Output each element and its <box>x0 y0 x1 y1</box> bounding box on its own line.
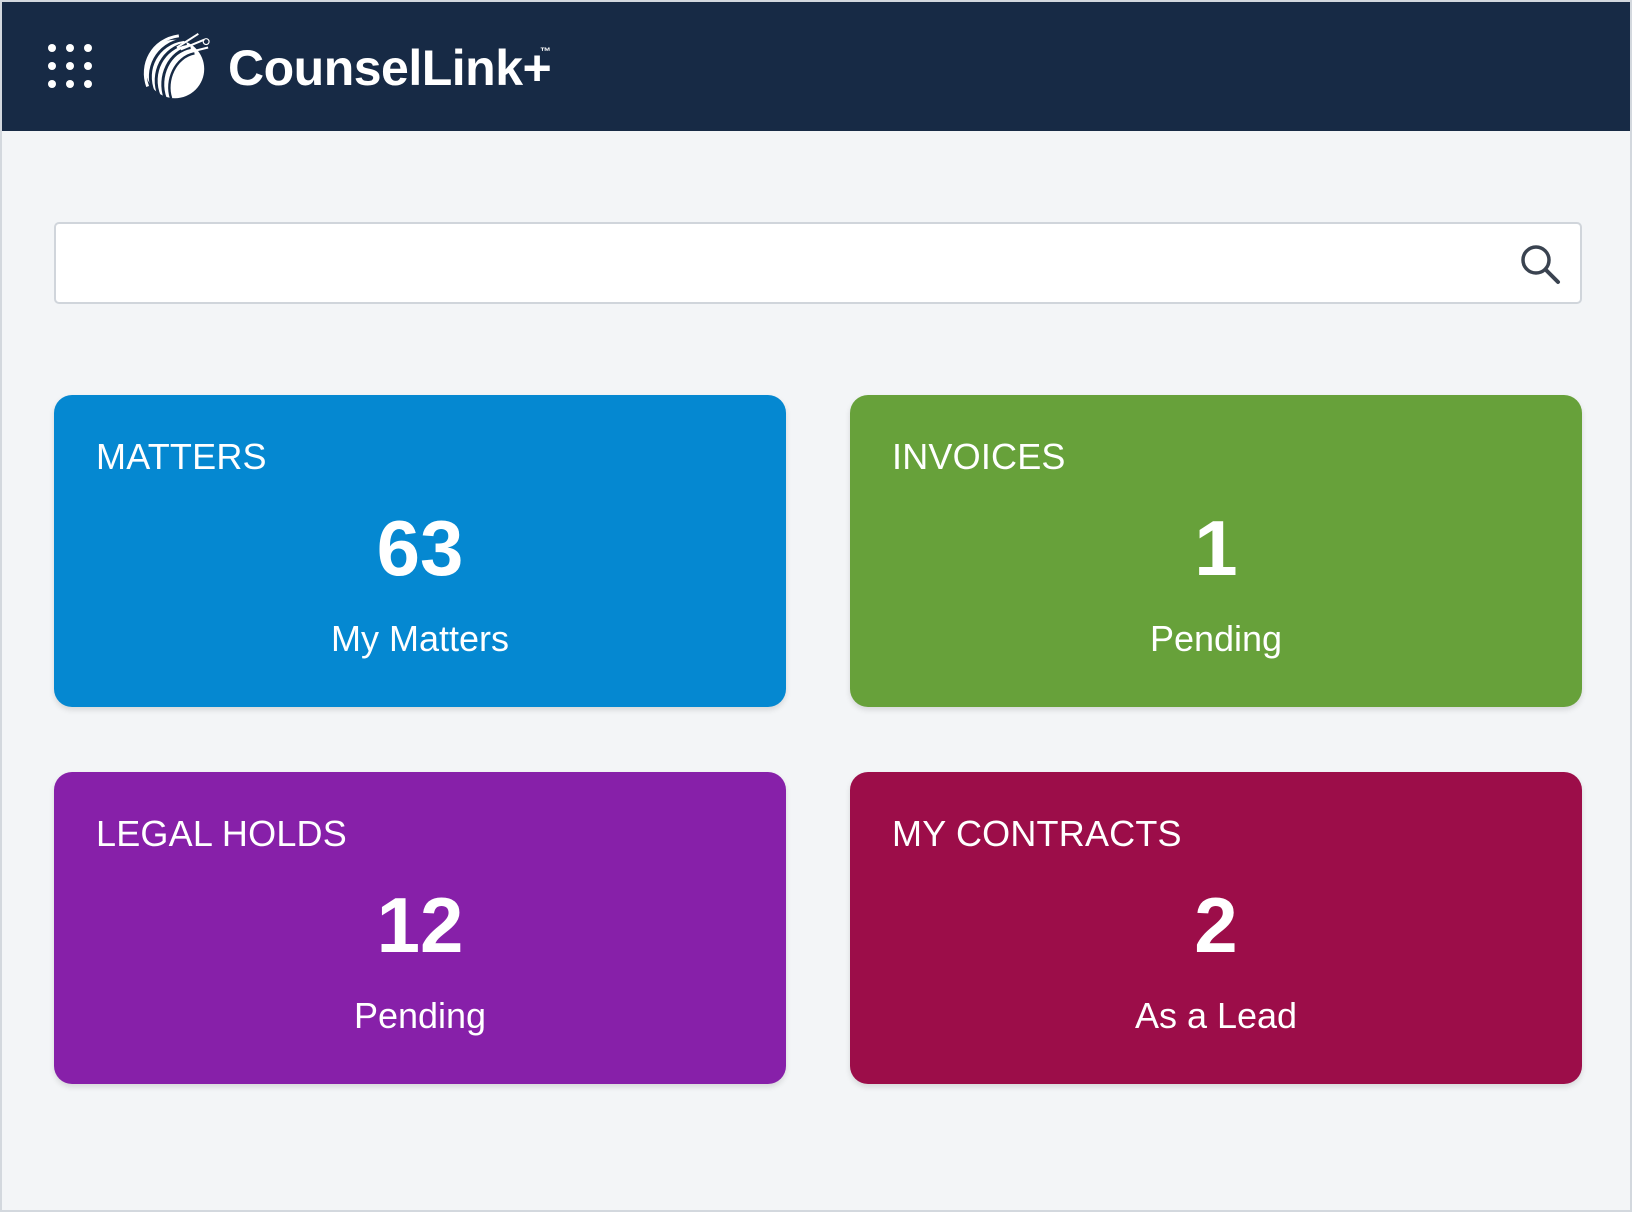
card-title: INVOICES <box>892 436 1066 477</box>
card-subtitle: My Matters <box>330 618 509 659</box>
card-title: MATTERS <box>96 436 267 477</box>
grid-dot <box>66 44 74 52</box>
card-count: 1 <box>1194 504 1238 592</box>
grid-dot <box>84 80 92 88</box>
card-count: 2 <box>1194 881 1238 969</box>
card-subtitle: Pending <box>353 995 487 1036</box>
grid-dot <box>48 62 56 70</box>
search-bar <box>54 222 1582 304</box>
card-title: LEGAL HOLDS <box>96 813 347 854</box>
top-header-bar: CounselLink+ ™ <box>2 2 1630 131</box>
legal-holds-card[interactable]: LEGAL HOLDS 12 Pending <box>54 772 786 1084</box>
grid-dot <box>84 44 92 52</box>
card-title: MY CONTRACTS <box>892 813 1182 854</box>
card-subtitle: Pending <box>1149 618 1283 659</box>
my-contracts-card[interactable]: MY CONTRACTS 2 As a Lead <box>850 772 1582 1084</box>
grid-dot <box>48 44 56 52</box>
card-subtitle: As a Lead <box>1134 995 1298 1036</box>
invoices-card[interactable]: INVOICES 1 Pending <box>850 395 1582 707</box>
grid-dot <box>66 62 74 70</box>
app-grid-icon[interactable] <box>46 42 94 90</box>
grid-dot <box>48 80 56 88</box>
counsellink-logo-icon[interactable] <box>134 28 212 106</box>
trademark-mark: ™ <box>540 46 551 58</box>
search-icon[interactable] <box>1516 240 1564 288</box>
grid-dot <box>84 62 92 70</box>
card-count: 63 <box>376 504 464 592</box>
app-name: CounselLink+ <box>228 40 552 96</box>
card-count: 12 <box>376 881 464 969</box>
matters-card[interactable]: MATTERS 63 My Matters <box>54 395 786 707</box>
search-input[interactable] <box>72 236 1496 292</box>
grid-dot <box>66 80 74 88</box>
